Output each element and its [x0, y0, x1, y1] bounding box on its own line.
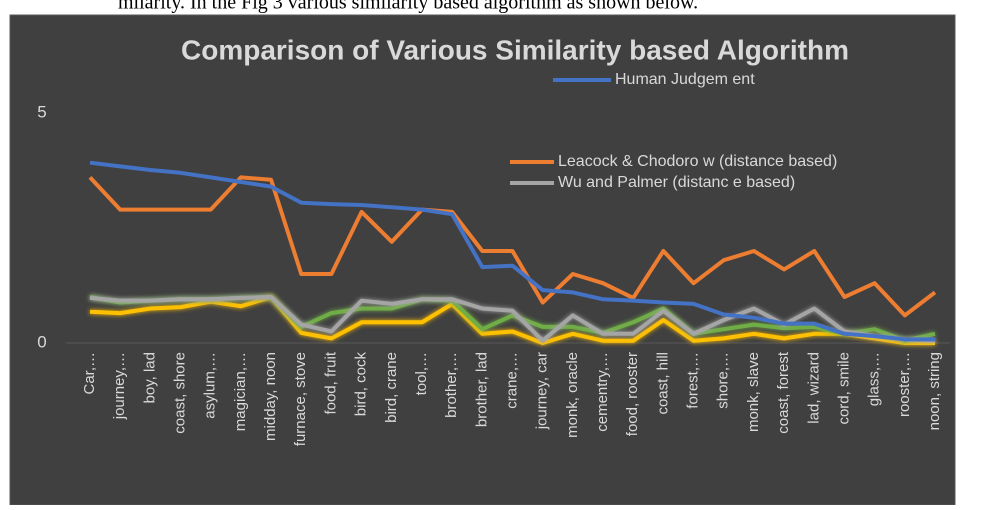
- x-tick-label: journey,…: [111, 352, 128, 420]
- x-tick-label: asylum,…: [202, 352, 219, 419]
- y-tick-label: 0: [37, 332, 46, 351]
- x-tick-label: brother,…: [443, 352, 460, 418]
- x-tick-label: journey, car: [534, 352, 551, 430]
- x-tick-label: coast, shore: [172, 352, 189, 434]
- x-tick-label: magician,…: [232, 352, 249, 431]
- x-tick-label: furnace, stove: [292, 352, 309, 446]
- caption: milarity. In the Fig 3 various similarit…: [118, 0, 698, 14]
- legend-label: Wu and Palmer (distanc e based): [558, 174, 795, 191]
- x-tick-label: cord, smile: [835, 352, 852, 425]
- series-line: [89, 160, 935, 342]
- x-tick-label: monk, slave: [745, 352, 762, 432]
- chart-background: [9, 14, 956, 506]
- x-tick-label: shore,…: [715, 352, 732, 409]
- x-tick-label: bird, crane: [383, 352, 400, 423]
- x-tick-label: lad, wizard: [805, 352, 822, 424]
- x-tick-label: forest,…: [685, 352, 702, 409]
- chart-title: Comparison of Various Similarity based A…: [181, 34, 849, 65]
- series-line: [89, 295, 936, 343]
- x-tick-label: bird, cock: [353, 352, 370, 417]
- x-tick-label: midday, noon: [262, 352, 279, 441]
- x-tick-label: coast, forest: [775, 351, 792, 434]
- x-tick-label: cementry,…: [594, 352, 611, 432]
- series-line: [88, 175, 937, 318]
- x-tick-label: food, fruit: [322, 351, 339, 414]
- x-tick-label: monk, oracle: [564, 352, 581, 438]
- x-tick-label: crane,…: [503, 352, 520, 409]
- x-tick-label: Car,…: [81, 352, 98, 395]
- x-tick-label: tool,…: [413, 352, 430, 395]
- x-tick-label: glass,…: [866, 352, 883, 406]
- x-tick-label: food, rooster: [624, 352, 641, 436]
- x-tick-label: boy, lad: [141, 352, 158, 403]
- legend-label: Human Judgem ent: [615, 71, 755, 88]
- x-tick-label: noon, string: [926, 352, 943, 430]
- x-tick-label: rooster,…: [896, 352, 913, 417]
- series-line: [89, 295, 935, 345]
- legend-label: Leacock & Chodoro w (distance based): [558, 153, 837, 170]
- x-tick-label: coast, hill: [654, 352, 671, 415]
- y-tick-label: 5: [37, 102, 46, 121]
- x-tick-label: brother, lad: [473, 352, 490, 427]
